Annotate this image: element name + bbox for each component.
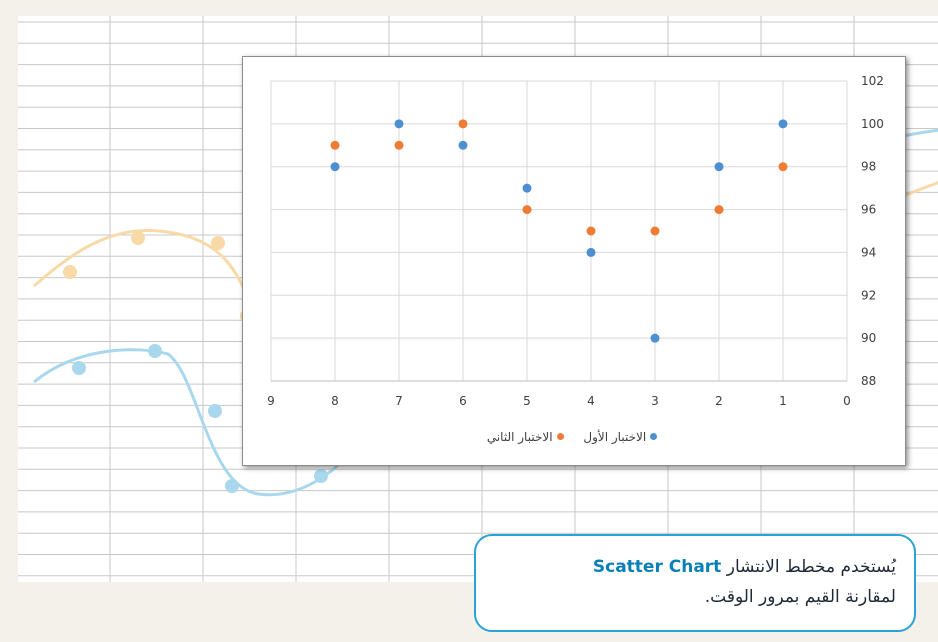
background-point-blue [314, 469, 328, 483]
x-tick-label: 9 [267, 394, 275, 408]
data-point-series-2 [778, 162, 788, 172]
x-tick-label: 8 [331, 394, 339, 408]
callout-line-1: يُستخدم مخطط الانتشار Scatter Chart [488, 552, 896, 582]
y-tick-label: 92 [861, 288, 876, 302]
y-tick-label: 96 [861, 203, 876, 217]
background-curve-blue-right [902, 128, 938, 138]
callout-text: يُستخدم مخطط الانتشار [721, 557, 896, 577]
x-tick-label: 0 [843, 394, 851, 408]
callout-line-2: لمقارنة القيم بمرور الوقت. [704, 587, 896, 607]
background-point-orange [211, 236, 225, 250]
data-point-series-1 [522, 183, 532, 193]
background-curve-orange-right [902, 181, 938, 198]
x-tick-label: 4 [587, 394, 595, 408]
data-point-series-2 [330, 140, 340, 150]
y-tick-label: 100 [861, 117, 884, 131]
scatter-chart[interactable]: 88 90 92 94 96 98 100 102 9 8 7 6 5 4 3 2 1 0 الاختبار ال… [242, 56, 906, 466]
x-tick-label: 7 [395, 394, 403, 408]
background-point-blue [225, 479, 239, 493]
background-point-orange [63, 265, 77, 279]
legend-label-series-2: الاختبار الثاني [486, 429, 553, 444]
x-tick-label: 5 [523, 394, 531, 408]
x-tick-label: 3 [651, 394, 659, 408]
background-curve-blue [33, 348, 350, 497]
data-point-series-1 [714, 162, 724, 172]
legend-marker-series-2 [556, 433, 564, 440]
y-tick-label: 102 [861, 74, 884, 88]
background-point-blue [72, 361, 86, 375]
data-point-series-2 [458, 119, 468, 129]
legend-entry-series-2: الاختبار الثاني [487, 430, 568, 444]
x-tick-label: 1 [779, 394, 787, 408]
data-point-series-2 [650, 226, 660, 236]
legend-marker-series-1 [650, 433, 658, 440]
y-tick-label: 90 [861, 331, 876, 345]
y-tick-label: 94 [861, 245, 876, 259]
data-point-series-1 [394, 119, 404, 129]
data-point-series-2 [586, 226, 596, 236]
x-tick-label: 2 [715, 394, 723, 408]
info-callout: يُستخدم مخطط الانتشار Scatter Chart لمقا… [474, 534, 916, 632]
legend-entry-series-1: الاختبار الأول [583, 430, 661, 444]
y-tick-label: 88 [861, 374, 876, 388]
y-tick-label: 98 [861, 160, 876, 174]
background-point-blue [148, 344, 162, 358]
data-point-series-2 [394, 140, 404, 150]
x-tick-label: 6 [459, 394, 467, 408]
data-point-series-2 [522, 205, 532, 215]
callout-highlight: Scatter Chart [592, 557, 722, 577]
background-curve-orange [33, 228, 256, 317]
background-point-blue [208, 404, 222, 418]
data-point-series-2 [714, 205, 724, 215]
data-point-series-1 [330, 162, 340, 172]
data-point-series-1 [586, 247, 596, 257]
chart-legend: الاختبار الأول الاختبار الثاني [243, 429, 905, 444]
data-point-series-1 [778, 119, 788, 129]
legend-label-series-1: الاختبار الأول [583, 429, 647, 444]
data-point-series-1 [650, 333, 660, 343]
data-point-series-1 [458, 140, 468, 150]
background-point-orange [131, 231, 145, 245]
